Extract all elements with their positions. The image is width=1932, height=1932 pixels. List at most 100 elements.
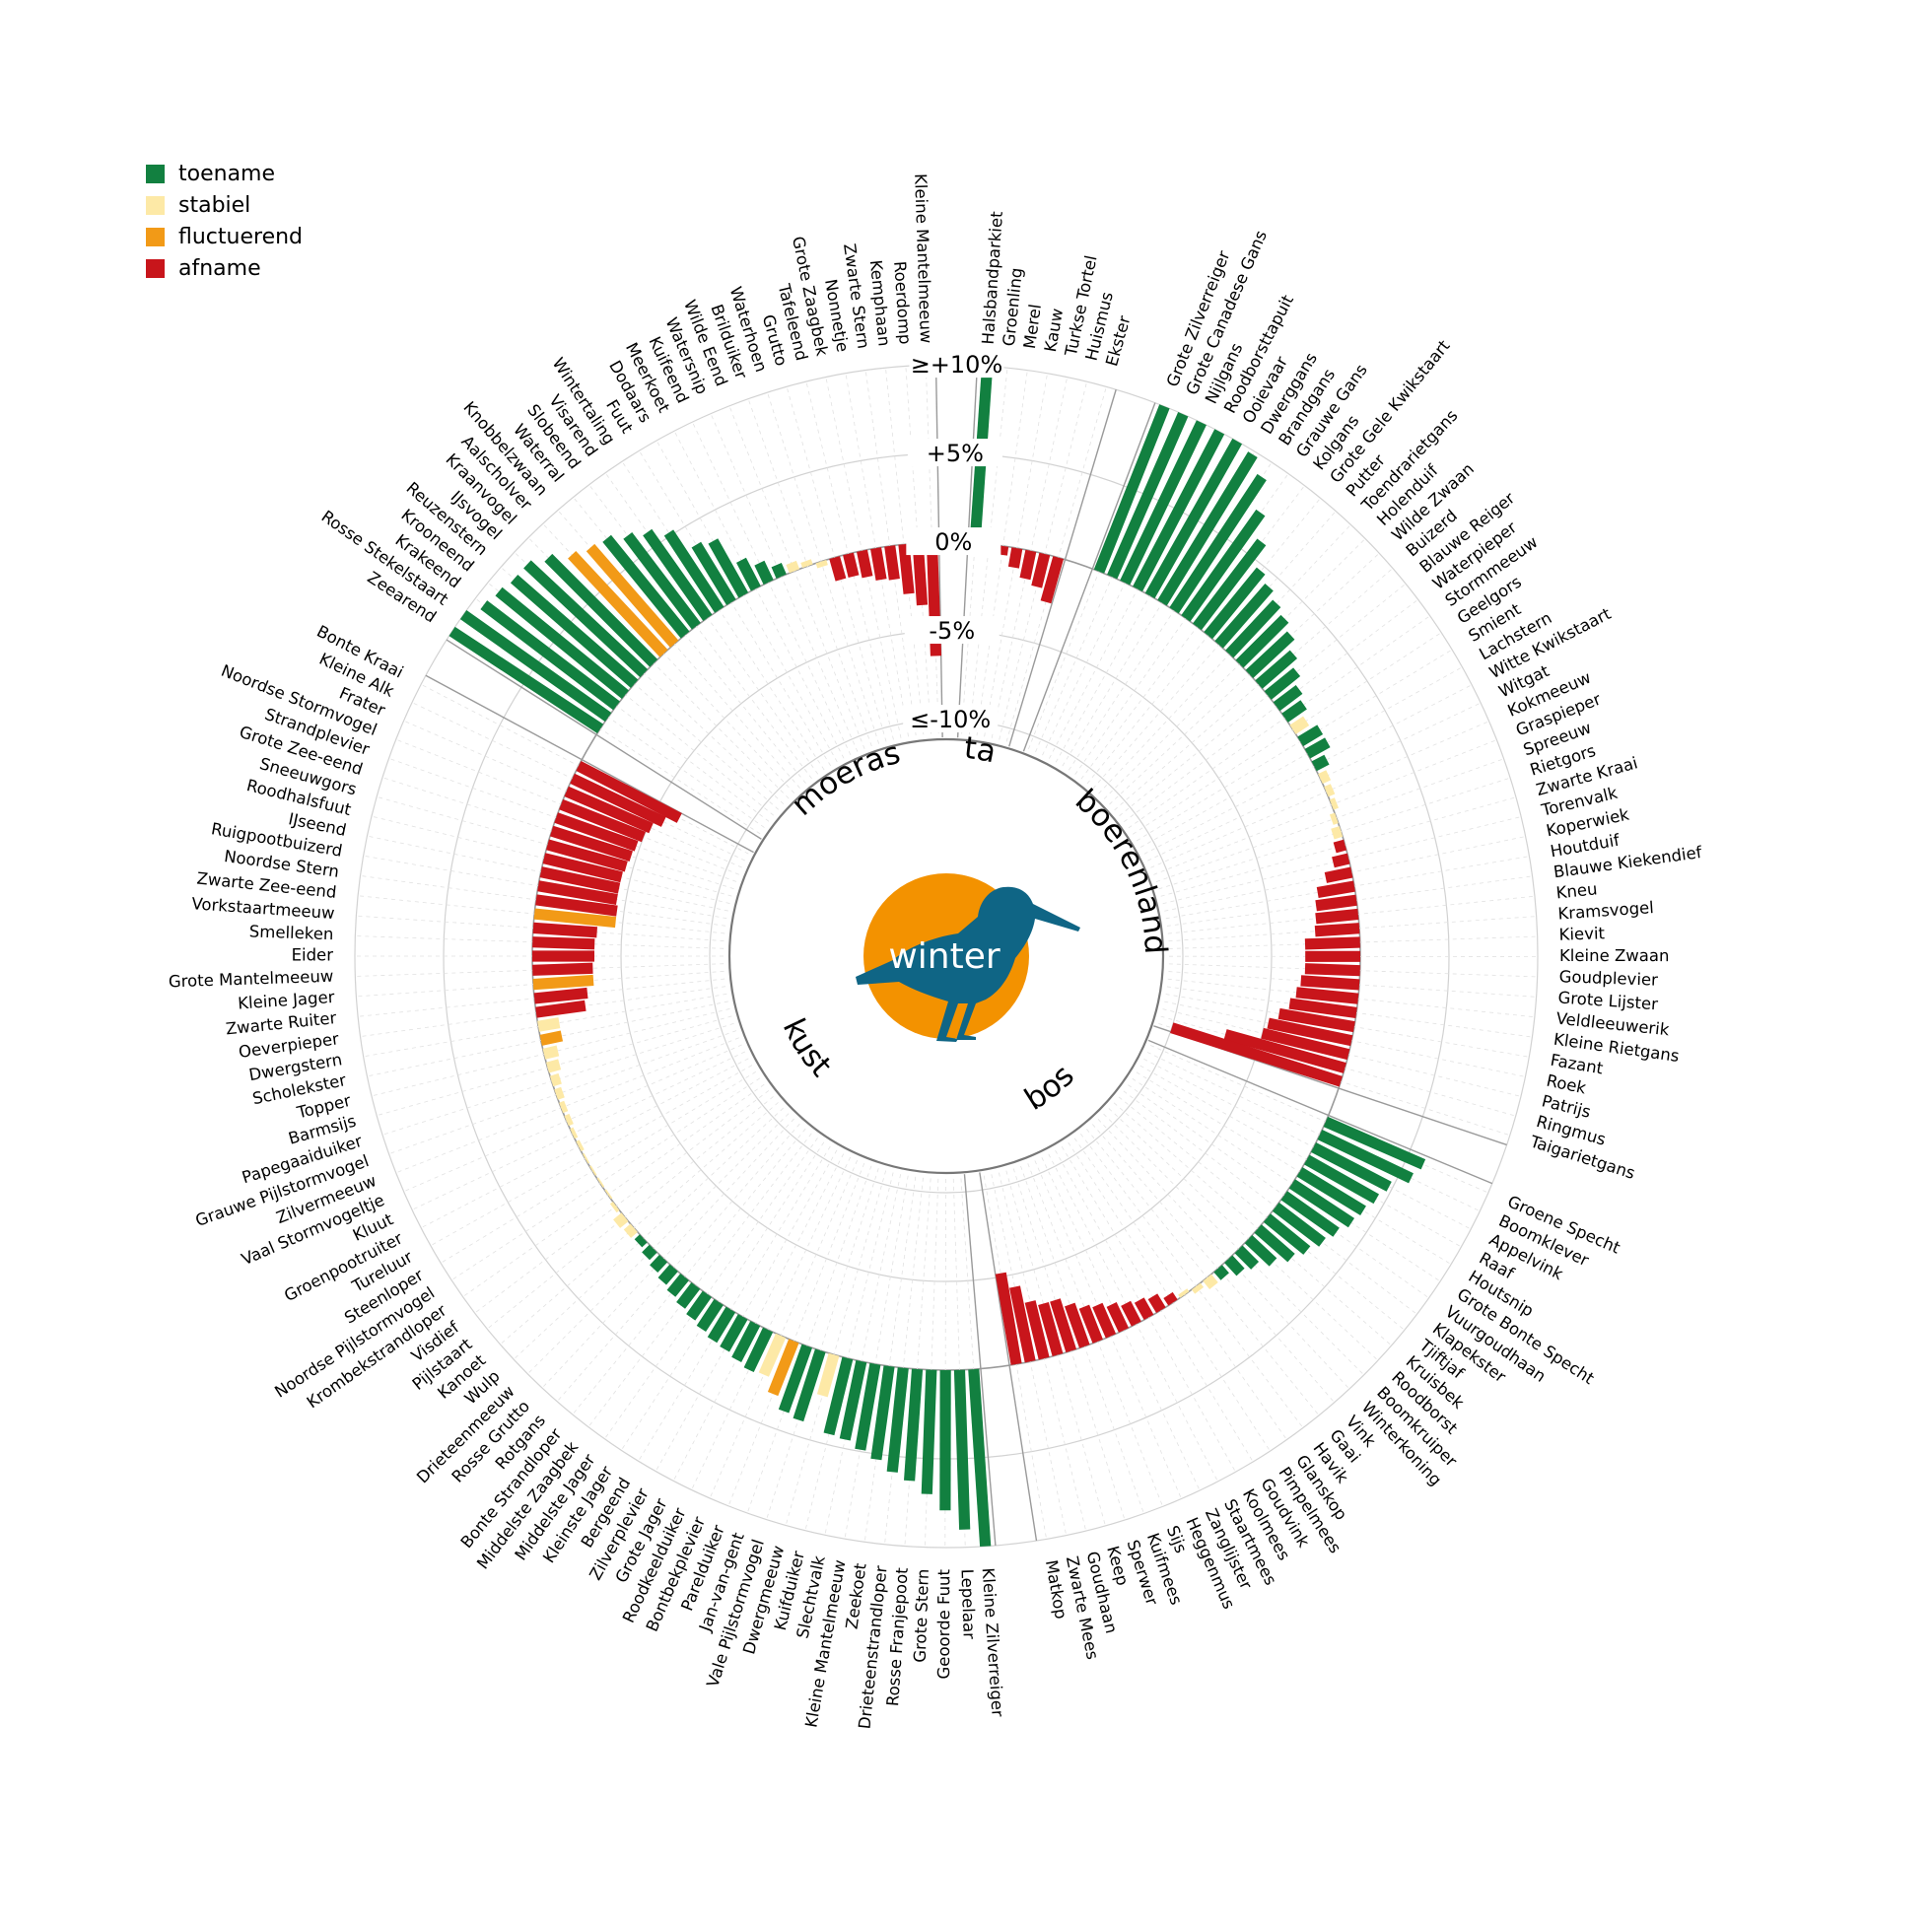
legend: toename stabiel fluctuerend afname <box>146 158 303 284</box>
season-label: winter <box>888 936 1000 977</box>
bar-guide <box>747 398 872 747</box>
bar-knobbelzwaan <box>586 543 679 648</box>
bar-keep <box>1038 1301 1064 1357</box>
bar-guide <box>420 1058 749 1229</box>
bar-frater <box>564 786 654 834</box>
bar-grote-bonte-specht <box>1288 1179 1355 1228</box>
bar-guide <box>884 1177 924 1545</box>
bar-guide <box>621 460 825 771</box>
bar-grote-gele-kwikstaart <box>1204 567 1266 640</box>
oystercatcher-silhouette-icon <box>856 886 1080 1042</box>
bar-grote-zaagbek <box>857 549 873 579</box>
bar-guide <box>1109 552 1380 805</box>
bar-guide <box>514 551 785 804</box>
bar-guide <box>1143 1058 1472 1230</box>
bar-kuifeend <box>754 560 774 586</box>
bar-guide <box>462 614 765 828</box>
bar-guide <box>1092 511 1337 790</box>
tick-label: -5% <box>929 617 975 645</box>
bar-smelleken <box>532 936 595 950</box>
bar-guide <box>692 421 852 756</box>
bar-grote-jager <box>731 1321 761 1362</box>
bar-zanglijster <box>1106 1302 1130 1333</box>
bar-guide <box>1049 431 1220 759</box>
bar-grauwe-gans <box>1181 509 1266 622</box>
bar-torenvalk <box>1332 853 1350 868</box>
bar-guide <box>1097 1119 1350 1390</box>
bar-oeverpieper <box>535 1000 586 1018</box>
bar-guide <box>844 1175 909 1540</box>
bar-barmsijs <box>546 1059 562 1073</box>
bar-guide <box>513 1107 784 1360</box>
tick-label: ≥+10% <box>911 351 1003 379</box>
legend-swatch-afname <box>146 258 165 278</box>
bar-guide <box>1098 523 1351 794</box>
bar-guide <box>1119 583 1407 816</box>
bar-lepelaar <box>953 1369 971 1530</box>
season-badge: winter <box>856 873 1080 1042</box>
legend-item-stabiel: stabiel <box>146 189 303 221</box>
bar-fazant <box>1277 1007 1355 1033</box>
bar-dodaars <box>708 538 749 598</box>
bar-graspieper <box>1329 797 1339 810</box>
species-label-grote-stern: Grote Stern <box>911 1568 932 1663</box>
species-label-kleine-mantelmeeuw: Kleine Mantelmeeuw <box>911 173 935 344</box>
bar-zwarte-stern <box>884 545 900 581</box>
bar-heggenmus <box>1092 1302 1117 1339</box>
bar-ringmus <box>1223 1029 1346 1073</box>
bar-guide <box>639 450 831 767</box>
bar-zwarte-zee-eend <box>533 908 617 929</box>
bar-fuut <box>691 541 736 605</box>
bar-middelste-jager <box>686 1290 712 1321</box>
bar-guide <box>1062 450 1256 767</box>
species-label-kievit: Kievit <box>1558 924 1606 944</box>
bar-guide <box>1080 485 1305 780</box>
bar-guide <box>1074 473 1289 775</box>
legend-label-stabiel: stabiel <box>178 192 251 218</box>
bar-parelduiker <box>767 1339 799 1397</box>
bar-guide <box>1042 422 1203 756</box>
bar-kleine-alk <box>570 773 666 827</box>
bar-glanskop <box>1178 1288 1190 1298</box>
bar-ijseend <box>539 866 621 894</box>
bar-guide <box>1149 1045 1489 1194</box>
tick-label: +5% <box>927 440 984 467</box>
bar-kleine-mantelmeeuw <box>855 1362 881 1451</box>
bar-kokmeeuw <box>1324 784 1336 797</box>
bar-guide <box>1153 739 1497 875</box>
bar-guide <box>824 1174 902 1536</box>
habitat-label-stad: stad <box>0 0 999 770</box>
bar-guide <box>804 1172 894 1531</box>
bar-guide <box>541 1118 794 1389</box>
bar-klapekster <box>1272 1202 1326 1247</box>
bar-witte-kwikstaart <box>1311 754 1330 772</box>
bar-guide <box>1132 632 1442 835</box>
legend-swatch-toename <box>146 164 165 183</box>
bar-zeekoet <box>870 1365 895 1461</box>
bar-raaf <box>1303 1154 1380 1205</box>
bar-guide <box>1103 538 1366 799</box>
bar-vaal-stormvogeltje <box>564 1113 574 1127</box>
bar-wilde-eend <box>786 560 800 574</box>
bar-guide <box>1086 498 1321 785</box>
bar-guide <box>1028 406 1165 750</box>
bar-noordse-stern <box>535 894 618 917</box>
bar-guide <box>403 1044 742 1193</box>
bar-grutto <box>829 556 847 582</box>
bar-guide <box>691 1156 852 1490</box>
bar-guide <box>487 582 775 816</box>
bar-guide <box>572 1128 806 1415</box>
bar-guide <box>440 1070 757 1264</box>
bar-waterral <box>602 534 690 639</box>
bar-merel <box>996 545 1009 556</box>
group-divider <box>979 1172 1038 1542</box>
legend-item-fluctuerend: fluctuerend <box>146 221 303 252</box>
bar-koperwiek <box>1324 866 1353 883</box>
bar-kuifduiker <box>823 1356 854 1436</box>
bar-rosse-stekelstaart <box>459 610 612 723</box>
legend-item-afname: afname <box>146 252 303 284</box>
bar-zilverplevier <box>720 1314 748 1352</box>
bar-pimpelmees <box>1163 1291 1178 1306</box>
group-divider <box>1008 389 1117 747</box>
